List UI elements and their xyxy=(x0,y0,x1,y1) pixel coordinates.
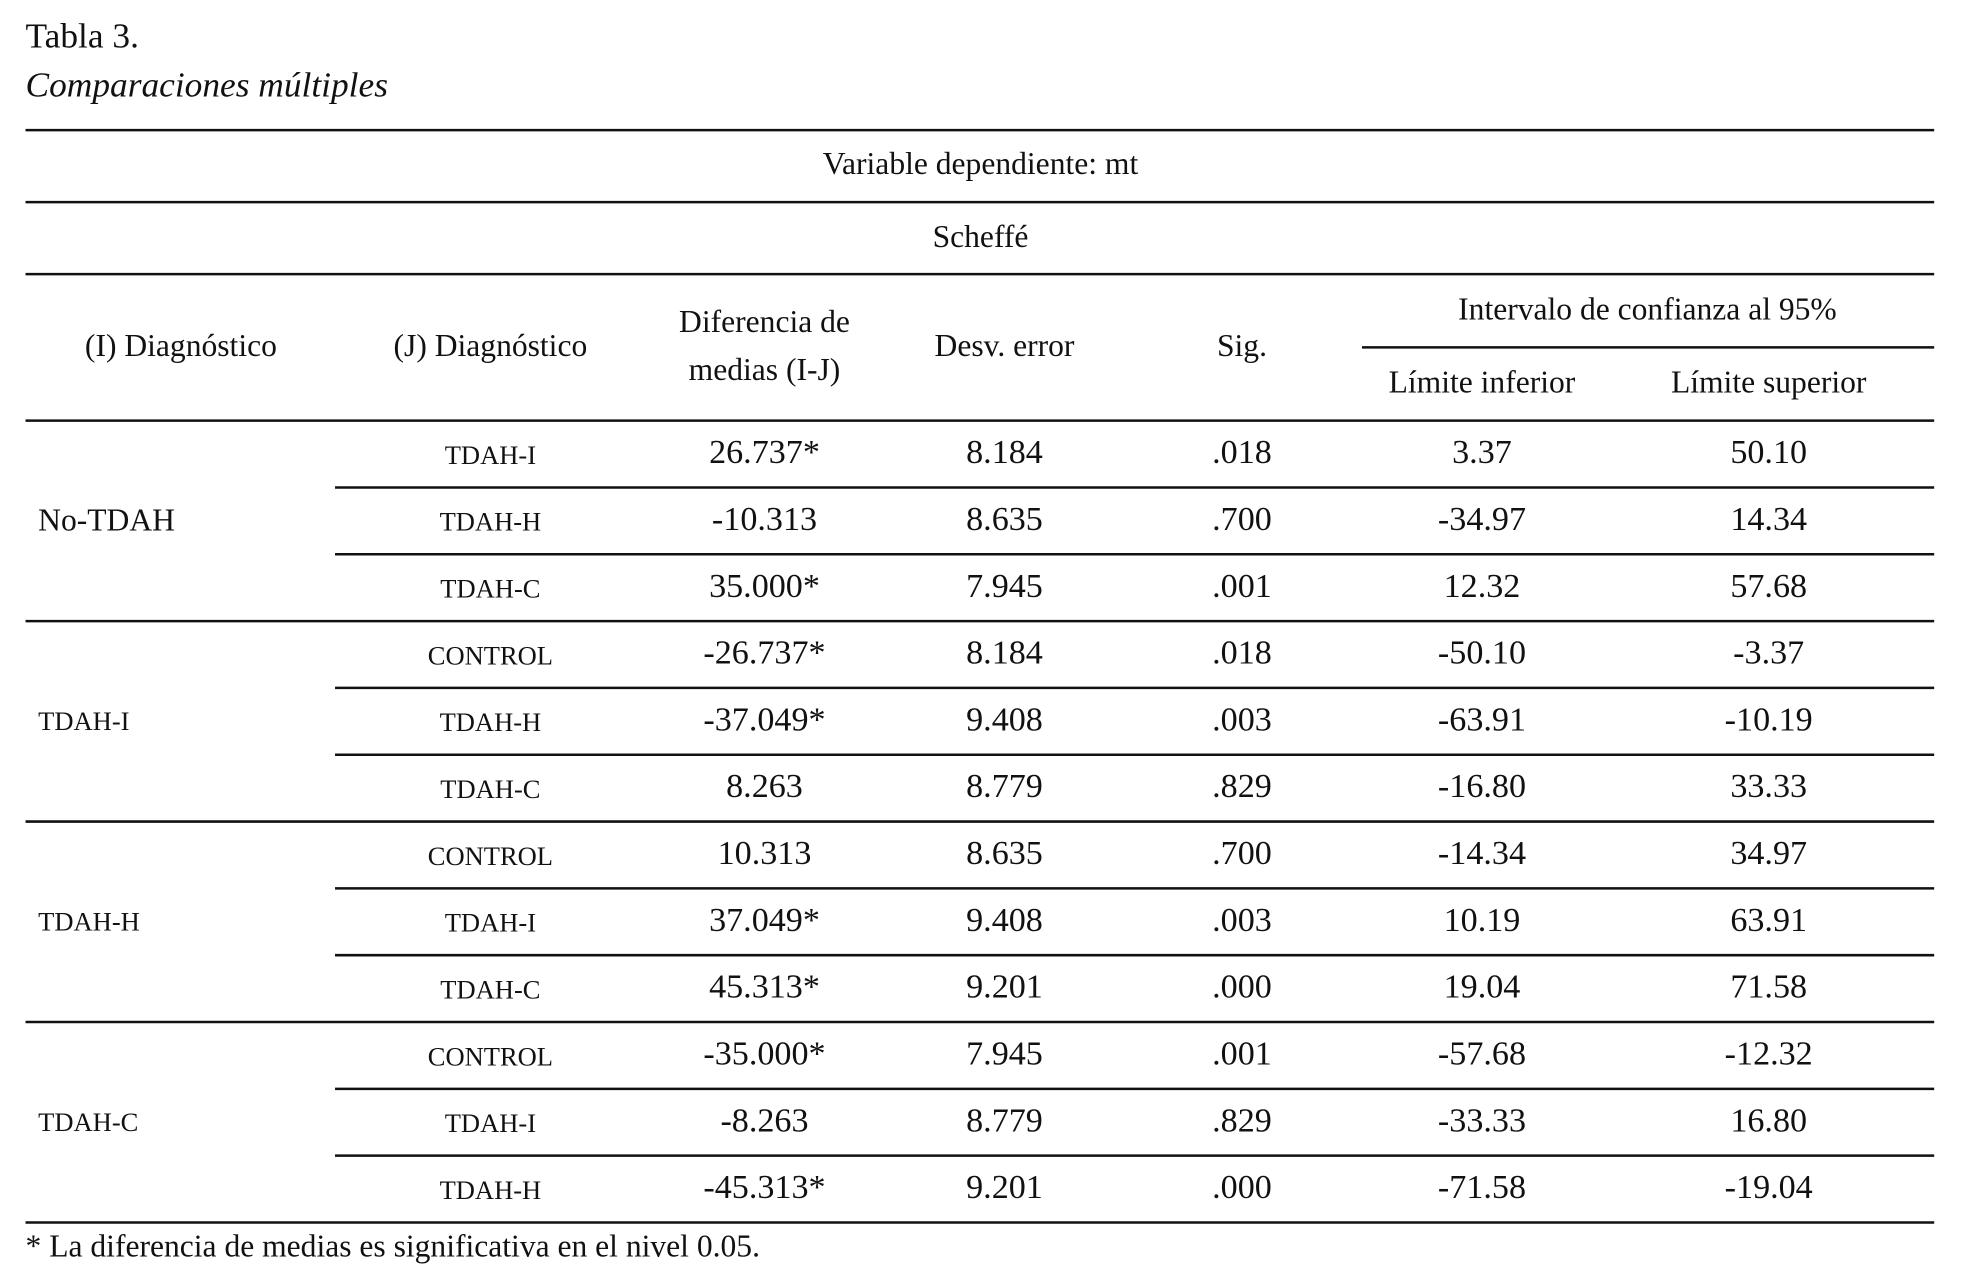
col-header: Diferencia de xyxy=(679,304,850,339)
cell: 26.737* xyxy=(709,434,820,471)
cell: 63.91 xyxy=(1730,902,1807,939)
cell: -12.32 xyxy=(1725,1036,1813,1073)
group-label: TDAH-C xyxy=(38,1107,138,1137)
j-label: CONTROL xyxy=(428,1041,553,1071)
j-label: TDAH-H xyxy=(440,1175,542,1205)
col-header: Desv. error xyxy=(935,328,1075,363)
cell: 8.184 xyxy=(966,434,1043,471)
cell: 10.19 xyxy=(1444,902,1521,939)
cell: -16.80 xyxy=(1438,768,1526,805)
cell: 37.049* xyxy=(709,902,820,939)
cell: 7.945 xyxy=(966,1036,1043,1073)
method: Scheffé xyxy=(933,219,1029,254)
cell: -10.313 xyxy=(712,501,817,538)
j-label: TDAH-H xyxy=(440,707,542,737)
cell: 35.000* xyxy=(709,568,820,605)
cell: 9.201 xyxy=(966,969,1043,1006)
interval-header: Intervalo de confianza al 95% xyxy=(1458,291,1837,326)
cell: 8.635 xyxy=(966,501,1043,538)
cell: 14.34 xyxy=(1730,501,1807,538)
cell: 34.97 xyxy=(1730,835,1807,872)
j-label: TDAH-I xyxy=(445,908,536,938)
group-label: TDAH-H xyxy=(38,906,140,936)
cell: 12.32 xyxy=(1444,568,1521,605)
col-header: (J) Diagnóstico xyxy=(394,328,588,363)
cell: -26.737* xyxy=(703,635,825,672)
cell: .018 xyxy=(1212,434,1272,471)
cell: -50.10 xyxy=(1438,635,1526,672)
cell: -45.313* xyxy=(703,1169,825,1206)
cell: 8.184 xyxy=(966,635,1043,672)
cell: 16.80 xyxy=(1730,1102,1807,1139)
group-label: TDAH-I xyxy=(38,706,129,736)
cell: -10.19 xyxy=(1725,701,1813,738)
cell: .000 xyxy=(1212,1169,1272,1206)
caption-label: Tabla 3. xyxy=(26,15,139,55)
cell: 8.779 xyxy=(966,768,1043,805)
col-header: Sig. xyxy=(1217,328,1267,363)
cell: -35.000* xyxy=(703,1036,825,1073)
caption-title: Comparaciones múltiples xyxy=(26,65,388,105)
cell: .829 xyxy=(1212,768,1272,805)
cell: 7.945 xyxy=(966,568,1043,605)
cell: 8.779 xyxy=(966,1102,1043,1139)
cell: 9.408 xyxy=(966,701,1043,738)
cell: -19.04 xyxy=(1725,1169,1813,1206)
cell: 71.58 xyxy=(1730,969,1807,1006)
cell: -8.263 xyxy=(720,1102,808,1139)
j-label: CONTROL xyxy=(428,640,553,670)
cell: -63.91 xyxy=(1438,701,1526,738)
cell: 45.313* xyxy=(709,969,820,1006)
cell: 3.37 xyxy=(1452,434,1512,471)
col-header: (I) Diagnóstico xyxy=(85,328,277,363)
cell: 9.201 xyxy=(966,1169,1043,1206)
j-label: TDAH-H xyxy=(440,507,542,537)
cell: 50.10 xyxy=(1730,434,1807,471)
cell: 33.33 xyxy=(1730,768,1807,805)
cell: -57.68 xyxy=(1438,1036,1526,1073)
j-label: TDAH-I xyxy=(445,440,536,470)
cell: .700 xyxy=(1212,835,1272,872)
j-label: TDAH-C xyxy=(440,574,540,604)
cell: -3.37 xyxy=(1733,635,1804,672)
cell: .000 xyxy=(1212,969,1272,1006)
cell: -34.97 xyxy=(1438,501,1526,538)
j-label: TDAH-I xyxy=(445,1108,536,1138)
col-header: Límite superior xyxy=(1671,365,1867,400)
cell: .003 xyxy=(1212,701,1272,738)
cell: .829 xyxy=(1212,1102,1272,1139)
cell: .003 xyxy=(1212,902,1272,939)
col-header: medias (I-J) xyxy=(689,352,841,387)
col-header: Límite inferior xyxy=(1389,365,1576,400)
cell: 57.68 xyxy=(1730,568,1807,605)
cell: -37.049* xyxy=(703,701,825,738)
cell: 8.635 xyxy=(966,835,1043,872)
variable: Variable dependiente: mt xyxy=(823,146,1139,181)
cell: .018 xyxy=(1212,635,1272,672)
cell: .700 xyxy=(1212,501,1272,538)
cell: 9.408 xyxy=(966,902,1043,939)
cell: -33.33 xyxy=(1438,1102,1526,1139)
cell: .001 xyxy=(1212,568,1272,605)
j-label: CONTROL xyxy=(428,841,553,871)
cell: -14.34 xyxy=(1438,835,1526,872)
group-label: No-TDAH xyxy=(38,503,175,538)
j-label: TDAH-C xyxy=(440,974,540,1004)
cell: -71.58 xyxy=(1438,1169,1526,1206)
footnote: * La diferencia de medias es significati… xyxy=(26,1229,760,1264)
cell: 19.04 xyxy=(1444,969,1521,1006)
j-label: TDAH-C xyxy=(440,774,540,804)
cell: 8.263 xyxy=(726,768,803,805)
cell: 10.313 xyxy=(718,835,812,872)
cell: .001 xyxy=(1212,1036,1272,1073)
